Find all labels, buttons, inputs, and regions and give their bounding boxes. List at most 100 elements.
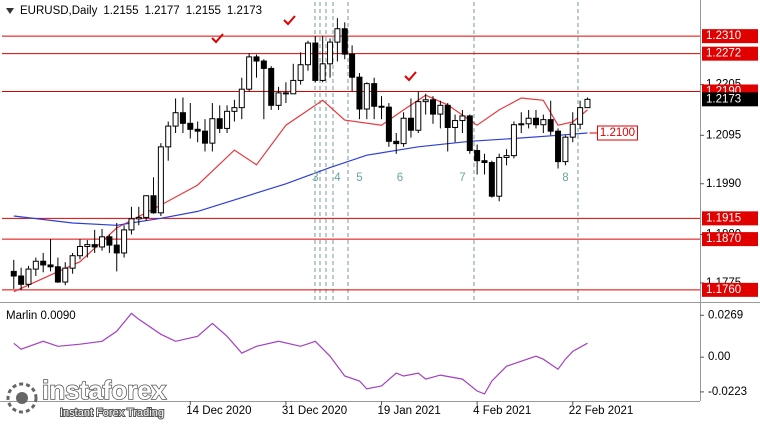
candle-body [47, 264, 54, 268]
candle-body [459, 115, 466, 122]
candle-body [304, 42, 311, 66]
candle-body [371, 83, 378, 107]
candle-body [341, 28, 348, 55]
candle-body [194, 128, 201, 132]
candle-body [18, 275, 25, 285]
candle-body [202, 130, 209, 144]
wave-label: 3 [312, 172, 318, 184]
candle-body [488, 162, 495, 197]
check-marks [211, 15, 417, 82]
level-label: 1.2310 [706, 30, 741, 42]
candle-body [128, 218, 135, 231]
level-label: 1.1760 [706, 284, 741, 296]
ohlc-close: 1.2173 [227, 5, 262, 17]
candle-body [525, 117, 532, 125]
candle-body [319, 63, 326, 81]
candle-body [555, 130, 562, 163]
ohlc-low: 1.2155 [186, 5, 221, 17]
x-tick-label: 14 Dec 2020 [186, 405, 251, 417]
candle-body [547, 119, 554, 132]
candle-body [32, 260, 39, 270]
candle-body [466, 115, 473, 152]
candle-body [356, 76, 363, 110]
candle-body [40, 260, 47, 266]
candle-body [385, 106, 392, 142]
candle-body [260, 60, 267, 69]
candle-body [437, 104, 444, 115]
candle-body [474, 150, 481, 162]
oscillator-line [13, 312, 588, 395]
candle-body [25, 268, 32, 285]
level-box [702, 46, 758, 61]
candle-body [584, 98, 591, 109]
candle-body [510, 124, 517, 157]
y-tick-label: 0.0269 [708, 309, 743, 321]
indicator-line [13, 94, 588, 293]
y-tick-label: 1.2095 [706, 129, 741, 141]
watermark-tagline: Instant Forex Trading [60, 407, 164, 419]
candle-body [275, 92, 282, 106]
candle-body [224, 110, 231, 129]
level-box [702, 282, 758, 297]
level-label: 1.1870 [706, 233, 741, 245]
candle-body [532, 117, 539, 126]
wave-label: 5 [356, 172, 362, 184]
candle-body [99, 236, 106, 248]
candle-body [496, 156, 503, 197]
indicator-line [13, 132, 588, 226]
candle-body [253, 56, 260, 62]
candle-body [290, 79, 297, 95]
chart-title: EURUSD,Daily 1.2155 1.2177 1.2155 1.2173 [20, 5, 262, 17]
x-tick-label: 31 Dec 2020 [282, 405, 347, 417]
candle-body [378, 105, 385, 108]
watermark-logo [6, 382, 38, 414]
candle-body [452, 120, 459, 128]
candle-body [363, 83, 370, 110]
level-box [702, 29, 758, 44]
candle-body [238, 88, 245, 109]
symbol: EURUSD,Daily [20, 5, 98, 17]
candle-body [121, 229, 128, 254]
x-tick-label: 4 Feb 2021 [473, 405, 531, 417]
candle-body [430, 99, 437, 115]
candle-body [172, 112, 179, 127]
symbol-icon [6, 8, 14, 14]
x-tick-label: 22 Feb 2021 [569, 405, 634, 417]
wave-label: 7 [459, 172, 465, 184]
candle-body [165, 125, 172, 148]
candle-body [481, 160, 488, 164]
ohlc-high: 1.2177 [145, 5, 180, 17]
x-tick-label: 19 Jan 2021 [378, 405, 441, 417]
candle-body [209, 118, 216, 144]
candle-body [216, 118, 223, 129]
candle-body [91, 244, 98, 248]
candle-body [393, 140, 400, 145]
candle-body [113, 244, 120, 254]
candle-body [62, 267, 69, 283]
candle-body [312, 42, 319, 81]
candle-body [407, 117, 414, 131]
candle-body [179, 112, 186, 124]
y-tick-label: 0.00 [708, 351, 730, 363]
candle-body [246, 56, 253, 90]
candle-body [503, 155, 510, 158]
candle-body [150, 195, 157, 214]
candle-body [297, 64, 304, 81]
ma-label-box [596, 125, 638, 141]
candle-body [349, 53, 356, 78]
candle-body [106, 236, 113, 246]
candle-body [187, 122, 194, 130]
candle-body [400, 117, 407, 145]
level-box [702, 211, 758, 226]
candle-body [444, 104, 451, 128]
candle-body [157, 146, 164, 214]
candle-body [422, 99, 429, 103]
candle-body [540, 119, 547, 126]
candle-body [518, 123, 525, 126]
level-box [702, 232, 758, 247]
wave-label: 4 [334, 172, 341, 184]
candle-body [10, 270, 17, 277]
candle-body [54, 266, 61, 283]
